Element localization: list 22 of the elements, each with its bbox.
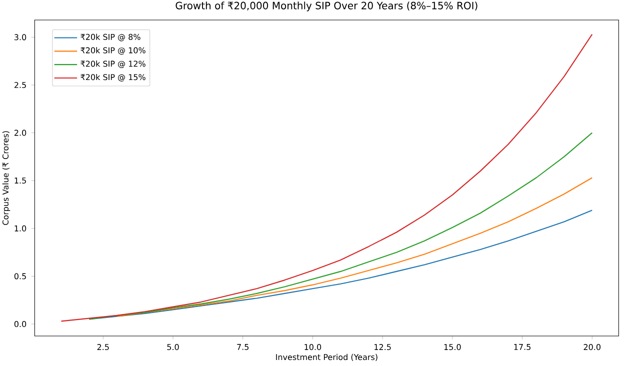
x-tick-label: 15.0: [444, 344, 461, 350]
x-tick-label: 5.0: [167, 344, 179, 350]
y-tick-label: 0.5: [14, 273, 26, 280]
y-tick-label: 2.5: [14, 82, 26, 88]
x-tick-label: 7.5: [237, 344, 249, 350]
y-tick-label: 2.0: [14, 130, 26, 136]
x-tick-label: 2.5: [97, 344, 109, 350]
legend-label: ₹20k SIP @ 10%: [80, 47, 146, 55]
legend-label: ₹20k SIP @ 8%: [80, 34, 140, 42]
y-tick-label: 0.0: [14, 321, 26, 328]
x-tick-label: 20.0: [584, 344, 600, 350]
x-tick-label: 17.5: [514, 344, 530, 350]
legend-label: ₹20k SIP @ 15%: [80, 74, 146, 82]
y-tick-label: 1.0: [14, 225, 26, 232]
legend-label: ₹20k SIP @ 12%: [80, 60, 146, 68]
chart-title: Growth of ₹20,000 Monthly SIP Over 20 Years (8%–15% ROI): [176, 2, 478, 12]
y-tick-label: 3.0: [14, 34, 26, 40]
y-axis-title: Corpus Value (₹ Crores): [2, 131, 10, 225]
x-tick-label: 12.5: [374, 344, 391, 350]
y-tick-label: 1.5: [14, 178, 26, 184]
x-axis-title: Investment Period (Years): [276, 354, 378, 362]
x-tick-label: 10.0: [304, 344, 322, 350]
